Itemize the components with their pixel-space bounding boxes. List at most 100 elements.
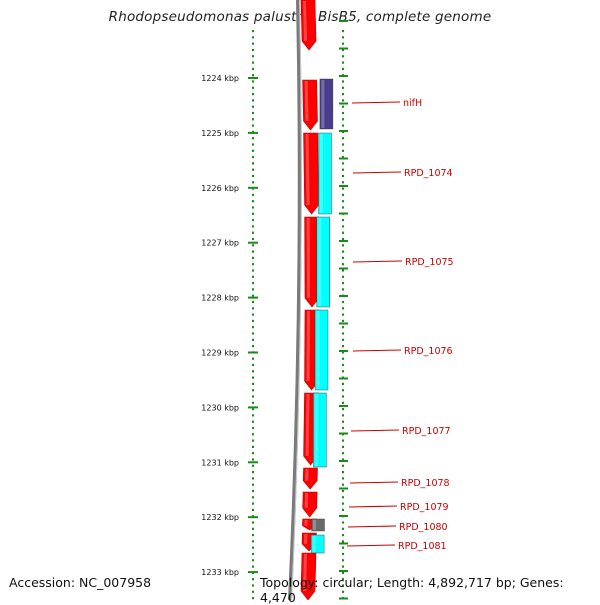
gene-leader-line (349, 481, 399, 484)
right-ruler-dot (342, 86, 344, 89)
right-ruler-dot (342, 552, 344, 556)
gene-arrow-shine (306, 311, 310, 381)
ruler-tick-label: 1228 kbp (201, 294, 239, 303)
ruler-dot (252, 382, 254, 385)
kbp-ruler: 1224 kbp 1225 kbp 1226 kbp 1227 kbp 1228 kbp… (201, 30, 258, 600)
gene-label-rpd-1078[interactable]: RPD_1078 (401, 478, 450, 489)
gene-label-rpd-1081[interactable]: RPD_1081 (398, 541, 447, 552)
ruler-dot (252, 508, 254, 511)
right-ruler-dot (342, 584, 344, 587)
ruler-dot (252, 200, 254, 203)
ruler-dot (252, 149, 254, 152)
ruler-dot (252, 477, 254, 480)
right-ruler-dot (342, 534, 344, 537)
feature-block-shine (318, 218, 322, 306)
right-ruler-dot (342, 300, 344, 304)
ruler-tick-label: 1233 kbp (201, 568, 239, 577)
right-ruler-dot (342, 307, 344, 310)
gene-label-nifh[interactable]: nifH (403, 98, 422, 109)
ruler-tick-label: 1232 kbp (201, 513, 239, 522)
right-ruler-dot (342, 124, 344, 127)
ruler-dot (252, 275, 254, 278)
ruler-dot (252, 345, 254, 348)
right-ruler-dot (342, 363, 344, 367)
ruler-dot (252, 483, 254, 486)
right-ruler-dot (342, 225, 344, 228)
ruler-dot (252, 408, 254, 411)
right-ruler (339, 20, 348, 600)
ruler-dot (252, 489, 254, 493)
ruler-dot (252, 597, 254, 600)
ruler-dot (252, 420, 254, 423)
right-ruler-dot (342, 489, 344, 493)
right-ruler-dot (342, 426, 344, 430)
ruler-dot (252, 61, 254, 64)
right-ruler-dot (342, 502, 344, 505)
gene-arrow-shine (304, 520, 308, 526)
gene-arrow-shine (305, 134, 310, 205)
gene-arrow-shine (305, 469, 309, 481)
ruler-dot (252, 80, 254, 83)
gene-arrow-shine (305, 394, 310, 456)
ruler-dot (252, 288, 254, 291)
ruler-dot (252, 124, 254, 127)
ruler-dot (252, 370, 254, 373)
right-ruler-dot (342, 111, 344, 115)
gene-leader-line (348, 505, 398, 508)
gene-arrow-shine (304, 493, 309, 508)
right-ruler-dot (342, 540, 344, 543)
ruler-dot (252, 99, 254, 102)
right-ruler-dot (342, 61, 344, 64)
right-ruler-dot (342, 143, 344, 146)
ruler-tick-label: 1227 kbp (201, 239, 239, 248)
right-ruler-dot (342, 389, 344, 392)
ruler-dot (252, 319, 254, 322)
right-ruler-dot (342, 458, 344, 461)
right-ruler-dot (342, 181, 344, 184)
ruler-dot (252, 36, 254, 39)
gene-arrow-shine (303, 554, 307, 591)
ruler-tick-label: 1225 kbp (201, 129, 239, 138)
right-ruler-dot (342, 439, 344, 442)
feature-block (310, 534, 325, 554)
ruler-dot (252, 250, 254, 253)
ruler-dot (252, 156, 254, 159)
ruler-tick-label: 1230 kbp (201, 403, 239, 412)
feature-block-shine (314, 394, 318, 466)
ruler-dot (252, 376, 254, 379)
right-ruler-dot (342, 332, 344, 335)
ruler-dot (252, 389, 254, 392)
feature-block (319, 78, 334, 130)
right-ruler-dot (342, 508, 344, 511)
ruler-dot (252, 433, 254, 436)
ruler-dot (252, 67, 254, 70)
ruler-dot (252, 300, 254, 304)
feature-block-shine (321, 80, 325, 128)
gene-label-rpd-1076[interactable]: RPD_1076 (404, 346, 453, 357)
right-ruler-dot (342, 464, 344, 467)
right-ruler-dot (342, 521, 344, 524)
gene-label-rpd-1079[interactable]: RPD_1079 (400, 502, 449, 513)
right-ruler-dot (342, 546, 344, 549)
right-ruler-dot (342, 565, 344, 568)
ruler-dot (252, 439, 254, 442)
gene-label-rpd-1074[interactable]: RPD_1074 (404, 168, 453, 179)
right-ruler-dot (342, 149, 344, 152)
gene-label-rpd-1077[interactable]: RPD_1077 (402, 426, 451, 437)
right-ruler-dot (342, 414, 344, 417)
feature-block-shine (320, 134, 324, 213)
right-ruler-dot (342, 370, 344, 373)
right-ruler-dot (342, 275, 344, 278)
ruler-dot (252, 193, 254, 196)
right-ruler-dot (342, 452, 344, 455)
gene-leader-line (352, 260, 403, 263)
gene-label-rpd-1080[interactable]: RPD_1080 (399, 522, 448, 533)
ruler-dot (252, 332, 254, 335)
ruler-tick-label: 1224 kbp (201, 74, 239, 83)
ruler-dot (252, 540, 254, 543)
ruler-dot (252, 338, 254, 341)
gene-label-rpd-1075[interactable]: RPD_1075 (405, 257, 454, 268)
right-ruler-dot (342, 93, 344, 96)
gene-leader-line (352, 349, 402, 352)
